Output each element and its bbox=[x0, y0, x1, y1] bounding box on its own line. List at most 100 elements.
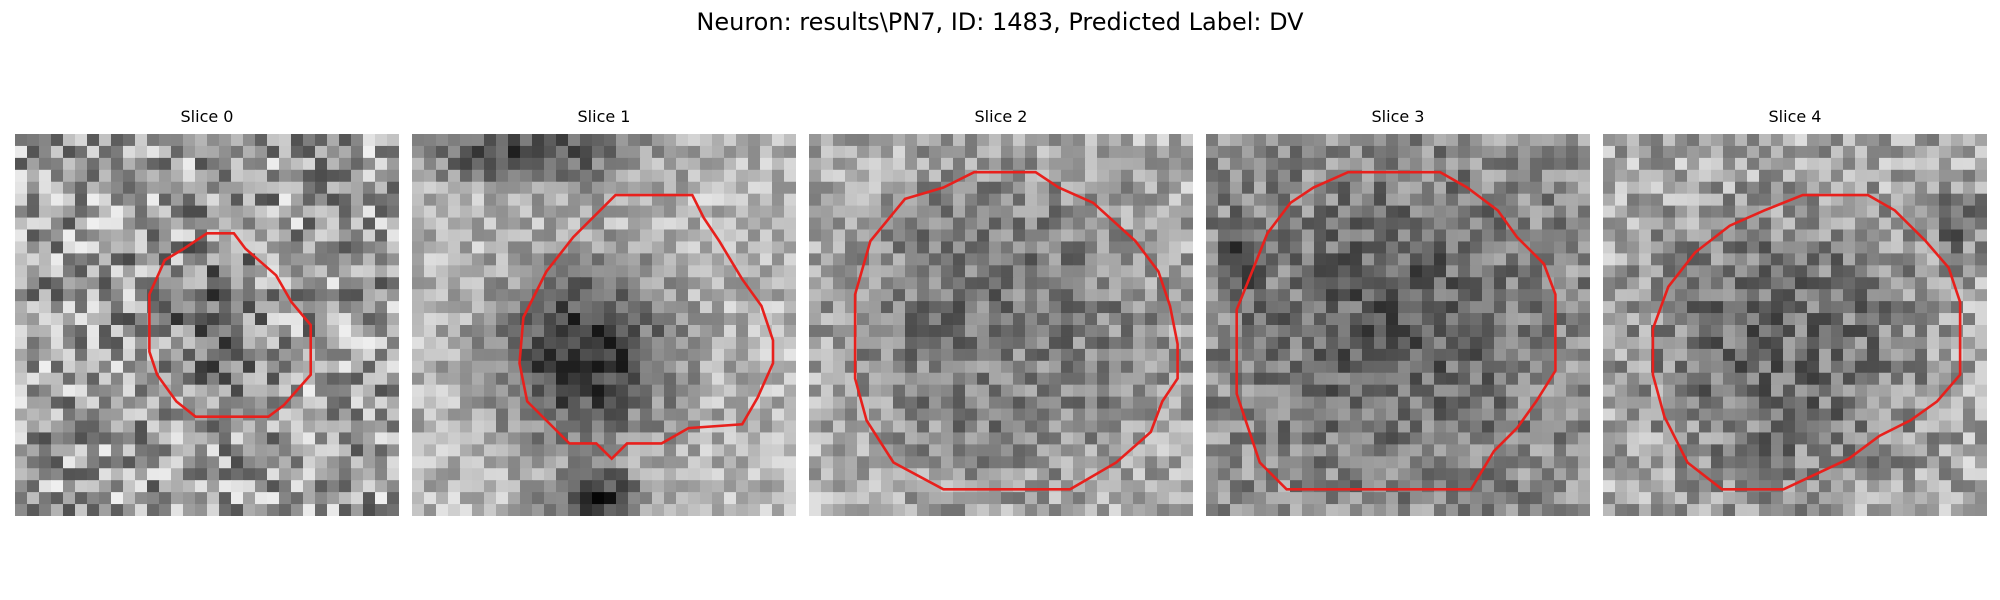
pixel-cell bbox=[1278, 169, 1291, 183]
pixel-cell bbox=[917, 504, 930, 516]
pixel-cell bbox=[628, 420, 641, 434]
pixel-cell bbox=[857, 157, 870, 171]
pixel-cell bbox=[556, 444, 569, 457]
pixel-cell bbox=[965, 277, 978, 290]
pixel-cell bbox=[1133, 229, 1146, 243]
pixel-cell bbox=[1458, 265, 1471, 278]
pixel-cell bbox=[207, 229, 220, 243]
pixel-cell bbox=[1518, 134, 1531, 147]
pixel-cell bbox=[351, 504, 364, 516]
pixel-cell bbox=[1434, 157, 1447, 171]
pixel-cell bbox=[989, 313, 1002, 326]
pixel-cell bbox=[592, 253, 605, 266]
pixel-cell bbox=[580, 384, 593, 398]
pixel-cell bbox=[1843, 420, 1856, 434]
pixel-cell bbox=[1458, 277, 1471, 290]
pixel-cell bbox=[99, 456, 112, 469]
pixel-cell bbox=[207, 360, 220, 374]
pixel-cell bbox=[51, 313, 64, 326]
pixel-cell bbox=[1783, 456, 1796, 469]
pixel-cell bbox=[1218, 265, 1231, 278]
pixel-cell bbox=[965, 408, 978, 422]
pixel-cell bbox=[171, 313, 184, 326]
pixel-cell bbox=[1927, 181, 1940, 195]
pixel-cell bbox=[1218, 336, 1231, 350]
pixel-cell bbox=[688, 277, 701, 290]
pixel-cell bbox=[1314, 145, 1327, 159]
pixel-cell bbox=[1915, 396, 1928, 410]
pixel-cell bbox=[568, 456, 581, 469]
pixel-cell bbox=[1338, 301, 1351, 314]
pixel-cell bbox=[1206, 181, 1219, 195]
pixel-cell bbox=[1939, 289, 1952, 302]
pixel-cell bbox=[772, 181, 785, 195]
pixel-cell bbox=[1566, 456, 1579, 469]
pixel-cell bbox=[75, 157, 88, 171]
pixel-cell bbox=[15, 396, 28, 410]
pixel-cell bbox=[171, 420, 184, 434]
pixel-cell bbox=[243, 468, 256, 481]
pixel-cell bbox=[1783, 420, 1796, 434]
pixel-cell bbox=[917, 456, 930, 469]
pixel-cell bbox=[195, 145, 208, 159]
pixel-cell bbox=[1145, 313, 1158, 326]
pixel-cell bbox=[1554, 360, 1567, 374]
pixel-cell bbox=[1434, 396, 1447, 410]
pixel-cell bbox=[881, 157, 894, 171]
pixel-cell bbox=[881, 313, 894, 326]
pixel-cell bbox=[1290, 289, 1303, 302]
pixel-cell bbox=[1578, 360, 1590, 374]
pixel-cell bbox=[363, 325, 376, 338]
pixel-cell bbox=[652, 277, 665, 290]
pixel-cell bbox=[1290, 348, 1303, 362]
pixel-cell bbox=[1314, 265, 1327, 278]
pixel-cell bbox=[51, 456, 64, 469]
pixel-cell bbox=[917, 301, 930, 314]
pixel-cell bbox=[833, 420, 846, 434]
pixel-cell bbox=[809, 289, 822, 302]
pixel-cell bbox=[1338, 205, 1351, 219]
pixel-cell bbox=[75, 408, 88, 422]
pixel-cell bbox=[821, 372, 834, 386]
pixel-cell bbox=[243, 420, 256, 434]
pixel-cell bbox=[147, 420, 160, 434]
pixel-cell bbox=[688, 205, 701, 219]
pixel-cell bbox=[1867, 145, 1880, 159]
pixel-cell bbox=[568, 313, 581, 326]
pixel-cell bbox=[63, 229, 76, 243]
pixel-cell bbox=[1133, 134, 1146, 147]
pixel-cell bbox=[1398, 480, 1411, 493]
pixel-cell bbox=[1254, 301, 1267, 314]
pixel-cell bbox=[532, 408, 545, 422]
pixel-cell bbox=[1085, 289, 1098, 302]
pixel-cell bbox=[303, 253, 316, 266]
pixel-cell bbox=[1879, 348, 1892, 362]
pixel-cell bbox=[700, 504, 713, 516]
pixel-cell bbox=[965, 241, 978, 254]
pixel-cell bbox=[1771, 396, 1784, 410]
pixel-cell bbox=[1867, 313, 1880, 326]
pixel-cell bbox=[760, 456, 773, 469]
pixel-cell bbox=[700, 265, 713, 278]
pixel-cell bbox=[568, 205, 581, 219]
pixel-cell bbox=[1169, 145, 1182, 159]
pixel-cell bbox=[1699, 336, 1712, 350]
pixel-cell bbox=[1398, 432, 1411, 445]
pixel-cell bbox=[1458, 193, 1471, 207]
pixel-cell bbox=[857, 205, 870, 219]
pixel-cell bbox=[159, 408, 172, 422]
pixel-cell bbox=[472, 193, 485, 207]
pixel-cell bbox=[1266, 396, 1279, 410]
pixel-cell bbox=[881, 372, 894, 386]
pixel-cell bbox=[556, 348, 569, 362]
pixel-cell bbox=[676, 360, 689, 374]
pixel-cell bbox=[953, 372, 966, 386]
pixel-cell bbox=[1458, 313, 1471, 326]
pixel-cell bbox=[1049, 372, 1062, 386]
pixel-cell bbox=[772, 169, 785, 183]
pixel-cell bbox=[1843, 241, 1856, 254]
pixel-cell bbox=[1061, 336, 1074, 350]
pixel-cell bbox=[1639, 360, 1652, 374]
pixel-cell bbox=[1819, 181, 1832, 195]
pixel-cell bbox=[1362, 468, 1375, 481]
